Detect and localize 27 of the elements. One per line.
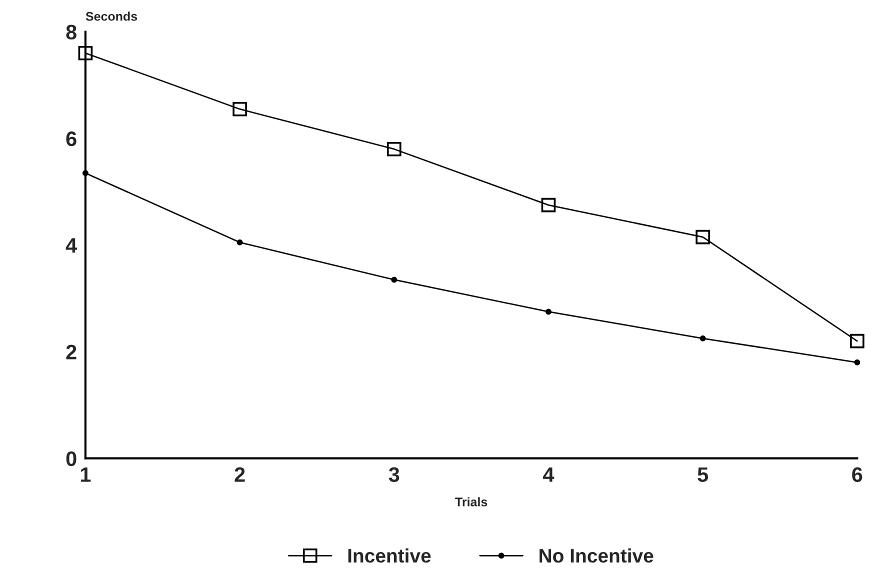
point [854,359,860,366]
x-tick-label: 5 [698,467,708,482]
y-tick-label: 4 [66,238,78,253]
legend-label: Incentive [348,548,431,563]
point [850,334,864,348]
y-tick-label: 8 [66,24,76,40]
x-tick-label: 2 [234,467,245,482]
point [386,142,402,156]
point [541,198,556,212]
y-tick-label: 6 [66,131,76,146]
point [82,170,88,176]
point [700,335,706,342]
x-axis-title: Trials [455,497,488,506]
x-tick-label: 6 [852,467,862,482]
point [232,102,247,116]
point [236,239,243,246]
point [391,276,398,283]
y-axis-title: Seconds [86,12,138,21]
point [696,230,710,244]
x-tick-label: 3 [388,467,400,482]
point [78,46,93,60]
x-tick-label: 4 [543,467,554,482]
x-tick-label: 1 [80,467,91,482]
y-tick-label: 2 [66,344,76,360]
point [546,308,552,315]
y-tick-label: 0 [66,451,76,466]
legend-label: No Incentive [540,548,654,563]
